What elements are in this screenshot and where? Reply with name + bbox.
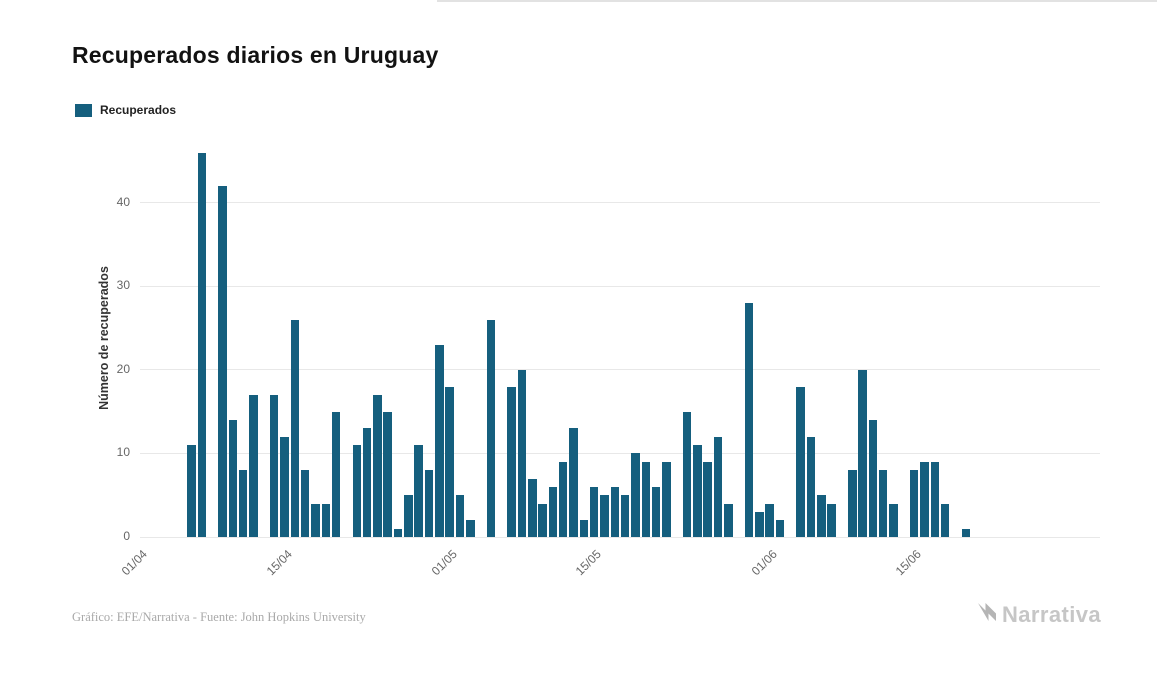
bar-11/04[interactable]: [238, 470, 248, 537]
window-top-divider: [437, 0, 1157, 2]
bar-31/05[interactable]: [755, 511, 764, 537]
bar-10/04[interactable]: [228, 420, 238, 537]
bar-04/06[interactable]: [796, 386, 805, 537]
bar-15/05[interactable]: [589, 486, 599, 537]
bar-01/06[interactable]: [765, 503, 774, 537]
bar-01/05[interactable]: [445, 386, 454, 537]
gridline: [140, 369, 1100, 371]
bar-05/05[interactable]: [486, 319, 496, 537]
bar-21/05[interactable]: [651, 486, 661, 537]
bar-18/05[interactable]: [620, 495, 630, 537]
gridline: [140, 536, 1100, 538]
bar-16/05[interactable]: [600, 495, 609, 537]
bar-24/04[interactable]: [373, 394, 382, 537]
bar-30/04[interactable]: [435, 344, 444, 537]
bar-06/04[interactable]: [187, 445, 196, 537]
bar-02/05[interactable]: [455, 495, 465, 537]
bar-22/05[interactable]: [662, 461, 671, 537]
bar-03/05[interactable]: [466, 520, 475, 537]
bar-24/05[interactable]: [682, 411, 692, 537]
bar-18/06[interactable]: [940, 503, 950, 537]
gridline: [140, 202, 1100, 204]
bar-12/04[interactable]: [249, 394, 258, 537]
bar-05/06[interactable]: [806, 436, 816, 537]
bar-09/06[interactable]: [848, 470, 857, 537]
x-tick-label: 15/06: [892, 547, 925, 579]
bar-15/04[interactable]: [280, 436, 289, 537]
plot-area: 0 10 20 30 40 01/04 15/04 01/05 15/05 01/06 15/06: [117, 140, 1100, 578]
bar-26/05[interactable]: [703, 461, 712, 537]
bar-13/05[interactable]: [569, 428, 578, 537]
bar-11/06[interactable]: [868, 420, 878, 537]
bar-10/06[interactable]: [858, 369, 867, 537]
bar-13/06[interactable]: [889, 503, 898, 537]
bar-15/06[interactable]: [909, 470, 919, 537]
page-title: Recuperados diarios en Uruguay: [72, 42, 439, 68]
bar-10/05[interactable]: [538, 503, 547, 537]
x-tick-label: 01/06: [748, 547, 780, 579]
narrativa-wordmark: Narrativa: [1002, 601, 1101, 627]
y-tick-label: 30: [116, 278, 130, 293]
bar-09/04[interactable]: [218, 185, 227, 537]
bar-02/06[interactable]: [775, 520, 785, 537]
legend-swatch: [75, 103, 92, 117]
bar-17/05[interactable]: [610, 486, 620, 537]
credits-text: Gráfico: EFE/Narrativa - Fuente: John Ho…: [72, 610, 366, 624]
legend-label: Recuperados: [100, 103, 177, 117]
bar-09/05[interactable]: [528, 478, 537, 537]
bar-22/04[interactable]: [352, 445, 362, 537]
legend-item-recuperados[interactable]: Recuperados: [75, 103, 176, 117]
bar-07/04[interactable]: [197, 152, 207, 537]
bar-20/05[interactable]: [641, 461, 651, 537]
bar-16/06[interactable]: [920, 461, 929, 537]
bar-23/04[interactable]: [362, 428, 372, 537]
bar-08/05[interactable]: [517, 369, 527, 537]
narrativa-mark-icon: [975, 600, 999, 629]
bar-27/04[interactable]: [404, 495, 413, 537]
bar-17/06[interactable]: [930, 461, 940, 537]
x-tick-label: 15/04: [263, 547, 295, 579]
bar-20/04[interactable]: [331, 411, 341, 537]
bar-30/05[interactable]: [744, 302, 754, 537]
narrativa-logo: Narrativa: [975, 600, 1101, 629]
bar-19/05[interactable]: [631, 453, 640, 537]
bar-18/04[interactable]: [311, 503, 320, 537]
bar-28/05[interactable]: [724, 503, 733, 537]
gridline: [140, 452, 1100, 454]
bar-14/05[interactable]: [579, 520, 589, 537]
bar-27/05[interactable]: [713, 436, 723, 537]
bar-29/04[interactable]: [424, 470, 434, 537]
x-tick-label: 01/04: [118, 547, 150, 579]
gridline: [140, 285, 1100, 287]
bar-06/06[interactable]: [817, 495, 826, 537]
bar-25/05[interactable]: [693, 445, 702, 537]
bar-07/06[interactable]: [827, 503, 836, 537]
bar-25/04[interactable]: [383, 411, 392, 537]
bar-16/04[interactable]: [290, 319, 300, 537]
x-tick-label: 15/05: [572, 547, 605, 579]
bar-12/06[interactable]: [878, 470, 888, 537]
y-tick-label: 10: [116, 445, 130, 460]
bar-12/05[interactable]: [558, 461, 568, 537]
y-tick-label: 40: [116, 194, 130, 209]
bar-17/04[interactable]: [300, 470, 310, 537]
bar-26/04[interactable]: [393, 528, 403, 537]
bar-20/06[interactable]: [961, 528, 971, 537]
y-tick-label: 0: [123, 529, 130, 543]
bar-19/04[interactable]: [321, 503, 331, 537]
y-tick-label: 20: [116, 361, 130, 376]
bar-14/04[interactable]: [269, 394, 279, 537]
bar-28/04[interactable]: [414, 445, 423, 537]
bar-07/05[interactable]: [507, 386, 516, 537]
bar-11/05[interactable]: [548, 486, 558, 537]
x-tick-label: 01/05: [428, 547, 460, 579]
